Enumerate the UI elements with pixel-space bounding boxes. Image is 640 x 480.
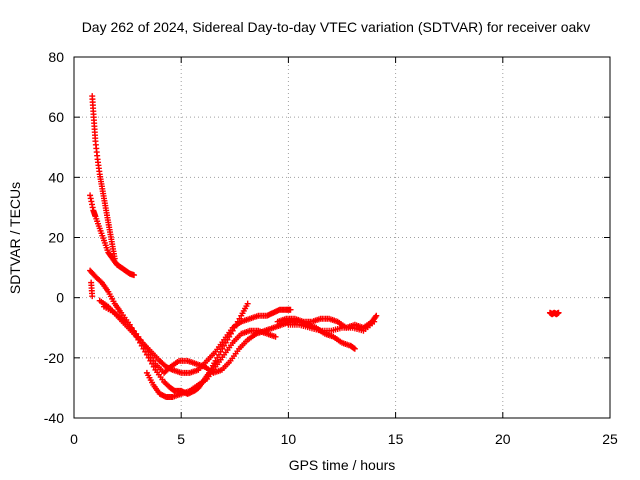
data-point xyxy=(97,278,104,285)
x-tick-label: 20 xyxy=(495,431,511,447)
data-point xyxy=(147,351,154,358)
x-axis-label: GPS time / hours xyxy=(289,457,396,473)
data-point xyxy=(149,354,156,361)
chart-title: Day 262 of 2024, Sidereal Day-to-day VTE… xyxy=(82,19,591,35)
data-point xyxy=(139,339,146,346)
series-arc6 xyxy=(143,327,279,400)
data-point xyxy=(214,354,221,361)
series-arc2 xyxy=(87,192,138,279)
data-point xyxy=(137,336,144,343)
y-tick-label: 80 xyxy=(48,49,64,65)
data-point xyxy=(143,345,150,352)
data-point xyxy=(371,318,378,325)
y-tick-label: 60 xyxy=(48,109,64,125)
data-point xyxy=(166,365,173,372)
data-point xyxy=(272,333,279,340)
data-point xyxy=(555,309,562,316)
data-point xyxy=(135,333,142,340)
series-arc1 xyxy=(89,93,118,262)
series-isolated xyxy=(88,279,96,300)
data-point xyxy=(89,293,96,300)
data-point xyxy=(351,345,358,352)
y-tick-label: -20 xyxy=(44,350,64,366)
data-point xyxy=(215,351,222,358)
y-tick-label: -40 xyxy=(44,410,64,426)
data-point xyxy=(287,306,294,313)
data-point xyxy=(133,330,140,337)
data-point xyxy=(244,300,251,307)
x-tick-label: 25 xyxy=(602,431,618,447)
data-point xyxy=(217,348,224,355)
y-tick-label: 20 xyxy=(48,230,64,246)
axis-ticks: 0 5 10 15 20 25 -40 -20 0 20 40 60 80 xyxy=(44,49,618,447)
data-point xyxy=(221,342,228,349)
data-point xyxy=(373,312,380,319)
data-point xyxy=(219,345,226,352)
data-points xyxy=(87,93,562,400)
data-point xyxy=(131,272,138,279)
series-arc9 xyxy=(546,309,562,318)
data-point xyxy=(145,348,152,355)
data-point xyxy=(141,342,148,349)
data-point xyxy=(150,363,157,370)
data-point xyxy=(150,357,157,364)
data-point xyxy=(212,357,219,364)
series-arc3 xyxy=(87,267,251,397)
y-axis-label: SDTVAR / TECUs xyxy=(7,182,23,294)
x-tick-label: 10 xyxy=(281,431,297,447)
grid xyxy=(74,57,610,418)
y-tick-label: 0 xyxy=(56,290,64,306)
series-arc8 xyxy=(285,318,378,334)
x-tick-label: 15 xyxy=(388,431,404,447)
x-tick-label: 5 xyxy=(177,431,185,447)
y-tick-label: 40 xyxy=(48,169,64,185)
data-point xyxy=(372,313,379,320)
x-tick-label: 0 xyxy=(70,431,78,447)
